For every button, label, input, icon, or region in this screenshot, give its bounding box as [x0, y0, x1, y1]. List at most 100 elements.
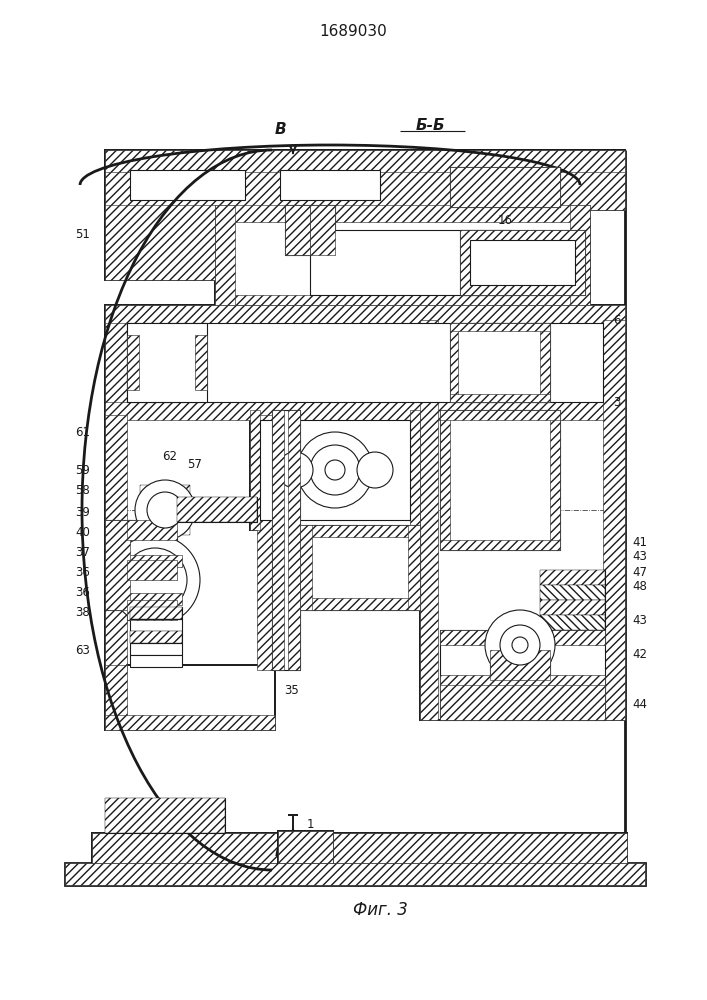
Bar [460, 230, 585, 295]
Bar [105, 305, 625, 323]
Bar [215, 205, 590, 305]
Bar [440, 630, 605, 690]
Bar [450, 323, 458, 402]
Text: 55: 55 [139, 326, 154, 338]
Bar [92, 833, 627, 863]
Bar [130, 643, 182, 655]
Bar [127, 593, 182, 605]
Bar [410, 410, 420, 530]
Bar [408, 525, 420, 610]
Bar [105, 150, 625, 172]
Text: 47: 47 [633, 566, 648, 578]
Bar [130, 170, 245, 200]
Text: 6: 6 [613, 314, 621, 326]
Bar [105, 402, 625, 420]
Bar [105, 150, 625, 172]
Bar [260, 420, 410, 520]
Bar [127, 555, 182, 567]
Text: 16: 16 [498, 214, 513, 227]
Bar [603, 320, 625, 720]
Text: 1689030: 1689030 [319, 24, 387, 39]
Circle shape [135, 480, 195, 540]
Bar [127, 520, 177, 540]
Text: 44: 44 [633, 698, 648, 712]
Text: 63: 63 [76, 644, 90, 656]
Bar [127, 560, 177, 580]
Bar [420, 320, 625, 720]
Bar [130, 655, 182, 667]
Bar [92, 833, 627, 863]
Bar [440, 630, 605, 645]
Bar [450, 323, 550, 402]
Text: В: В [274, 844, 286, 859]
Text: 46: 46 [482, 428, 498, 442]
Bar [450, 323, 550, 331]
Circle shape [357, 452, 393, 488]
Bar [127, 540, 177, 560]
Text: 54: 54 [156, 326, 170, 338]
Text: 57: 57 [187, 458, 202, 472]
Bar [177, 497, 257, 522]
Bar [540, 570, 605, 585]
Bar [105, 665, 275, 730]
Text: 41: 41 [633, 536, 648, 548]
Circle shape [297, 432, 373, 508]
Bar [105, 415, 275, 670]
Bar [127, 323, 603, 402]
Bar [440, 685, 605, 720]
Text: 42: 42 [633, 648, 648, 662]
Text: 68: 68 [168, 818, 182, 832]
Bar [127, 555, 182, 605]
Bar [105, 415, 127, 670]
Bar [540, 600, 605, 615]
Bar [105, 165, 625, 210]
Bar [570, 205, 590, 305]
Text: 60: 60 [368, 454, 382, 466]
Bar [105, 798, 225, 833]
Bar [130, 607, 182, 619]
Bar [105, 665, 127, 730]
Bar [105, 305, 625, 420]
Bar [130, 631, 182, 643]
Circle shape [500, 625, 540, 665]
Bar [215, 205, 235, 305]
Bar [540, 585, 605, 600]
Bar [300, 598, 420, 610]
Bar [285, 205, 310, 255]
Bar [300, 525, 420, 537]
Bar [490, 650, 550, 680]
Bar [105, 305, 127, 420]
Circle shape [123, 548, 187, 612]
Text: 58: 58 [76, 484, 90, 496]
Bar [278, 831, 333, 863]
Text: 3: 3 [613, 395, 621, 408]
Bar [250, 410, 420, 530]
Text: В: В [274, 122, 286, 137]
Bar [300, 525, 420, 610]
Text: 36: 36 [76, 585, 90, 598]
Bar [130, 619, 182, 631]
Bar [540, 600, 605, 615]
Text: 56: 56 [370, 338, 385, 352]
Bar [285, 205, 310, 255]
Circle shape [147, 492, 183, 528]
Bar [288, 410, 300, 670]
Text: 50: 50 [170, 326, 185, 338]
Bar [540, 615, 605, 630]
Bar [105, 205, 215, 280]
Bar [278, 831, 333, 863]
Bar [310, 205, 335, 255]
Bar [440, 675, 605, 690]
Circle shape [277, 452, 313, 488]
Bar [540, 615, 605, 630]
Bar [540, 323, 550, 402]
Bar [127, 335, 139, 390]
Bar [540, 570, 605, 585]
Bar [140, 485, 190, 535]
Bar [215, 205, 590, 222]
Bar [603, 305, 625, 420]
Bar [130, 607, 182, 619]
Text: 53: 53 [290, 206, 305, 219]
Bar [195, 335, 207, 390]
Bar [440, 410, 450, 550]
